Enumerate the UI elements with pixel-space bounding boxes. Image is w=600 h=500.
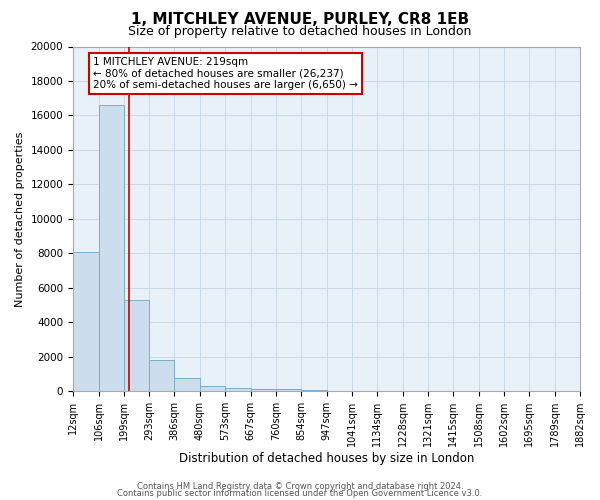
Text: 1 MITCHLEY AVENUE: 219sqm
← 80% of detached houses are smaller (26,237)
20% of s: 1 MITCHLEY AVENUE: 219sqm ← 80% of detac… xyxy=(94,57,358,90)
Bar xyxy=(251,390,276,391)
Bar xyxy=(98,105,124,391)
Bar xyxy=(225,388,251,391)
Y-axis label: Number of detached properties: Number of detached properties xyxy=(15,131,25,306)
Text: Size of property relative to detached houses in London: Size of property relative to detached ho… xyxy=(128,25,472,38)
Text: 1, MITCHLEY AVENUE, PURLEY, CR8 1EB: 1, MITCHLEY AVENUE, PURLEY, CR8 1EB xyxy=(131,12,469,28)
Bar xyxy=(73,252,98,391)
Bar xyxy=(149,360,175,391)
Bar xyxy=(301,390,326,391)
Text: Contains public sector information licensed under the Open Government Licence v3: Contains public sector information licen… xyxy=(118,489,482,498)
Bar xyxy=(276,390,301,391)
Bar xyxy=(175,378,200,391)
Bar xyxy=(124,300,149,391)
X-axis label: Distribution of detached houses by size in London: Distribution of detached houses by size … xyxy=(179,452,474,465)
Text: Contains HM Land Registry data © Crown copyright and database right 2024.: Contains HM Land Registry data © Crown c… xyxy=(137,482,463,491)
Bar xyxy=(200,386,225,391)
